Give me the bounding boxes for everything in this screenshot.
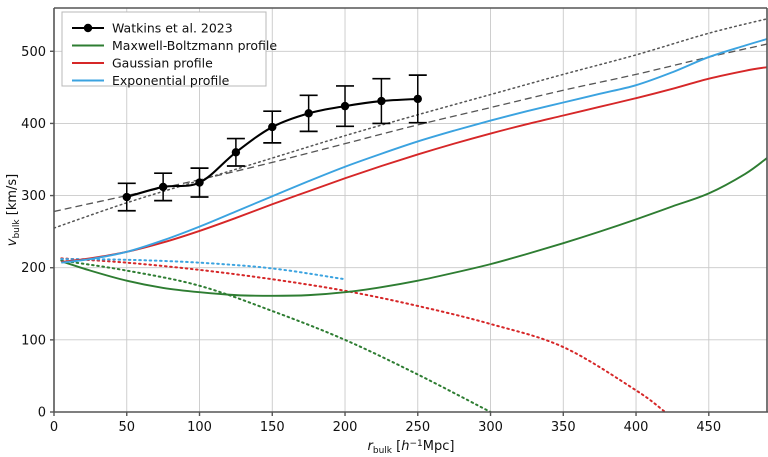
Exponential dotted [60,258,347,281]
y-tick-label: 100 [21,333,46,348]
errorbar-point [408,74,427,124]
Maxwell-Boltzmann dotted [60,259,492,412]
errorbar-point [372,77,391,125]
legend-item[interactable]: Exponential profile [72,73,230,88]
errorbar-point [263,110,282,144]
errorbar-series [117,74,427,212]
data-marker [158,182,168,192]
axes [53,7,768,413]
legend-item[interactable]: Maxwell-Boltzmann profile [72,38,277,53]
y-tick-label: 300 [21,189,46,204]
legend-box [61,11,267,87]
x-tick-label: 350 [551,420,576,435]
x-tick-label: 200 [333,420,358,435]
legend-label: Watkins et al. 2023 [112,21,233,36]
data-marker [195,178,204,187]
legend-label: Maxwell-Boltzmann profile [112,38,277,53]
y-axis-label: vbulk [km/s] [5,174,22,246]
legend-item[interactable]: Watkins et al. 2023 [72,21,233,36]
data-marker [377,96,386,106]
reference-dashed-gray [54,43,768,213]
y-tick-label: 200 [21,261,46,276]
x-tick-label: 50 [118,420,135,435]
data-marker [122,192,131,202]
chart-legend[interactable]: Watkins et al. 2023 Maxwell-Boltzmann pro… [61,11,277,88]
curve-maxwell-boltzmann-profile [60,157,768,297]
x-tick-label: 300 [478,420,503,435]
data-marker [413,94,422,104]
errorbar-point [190,167,209,198]
legend-label: Gaussian profile [112,56,213,71]
x-tick-label: 0 [50,420,58,435]
x-tick-label: 450 [696,420,721,435]
errorbar-point [154,172,173,202]
legend-label: Exponential profile [112,73,230,88]
x-tick-label: 150 [260,420,285,435]
legend-item[interactable]: Gaussian profile [72,56,213,71]
y-tick-label: 500 [21,45,46,60]
legend-marker [83,23,93,33]
errorbar-point [117,182,136,212]
errorbar-point [226,137,245,167]
curve-gaussian-profile [61,66,768,263]
Gaussian dotted [60,257,667,412]
x-axis-label: rbulk [h−1Mpc] [368,439,455,456]
x-tick-label: 400 [624,420,649,435]
errorbar-point [336,85,355,128]
y-tick-label: 400 [21,117,46,132]
data-marker [340,101,350,111]
curve-exponential-profile [61,38,768,264]
errorbar-point [299,94,318,133]
x-tick-label: 250 [405,420,430,435]
data-marker [268,122,277,132]
data-marker [231,148,241,157]
x-tick-label: 100 [187,420,212,435]
data-marker [304,109,313,118]
grid-lines [54,8,767,412]
y-tick-label: 0 [38,406,46,421]
tick-marks-and-labels: 0 50 100 150 200 250 300 350 400 450 0 100 200 300 400… [21,45,721,435]
